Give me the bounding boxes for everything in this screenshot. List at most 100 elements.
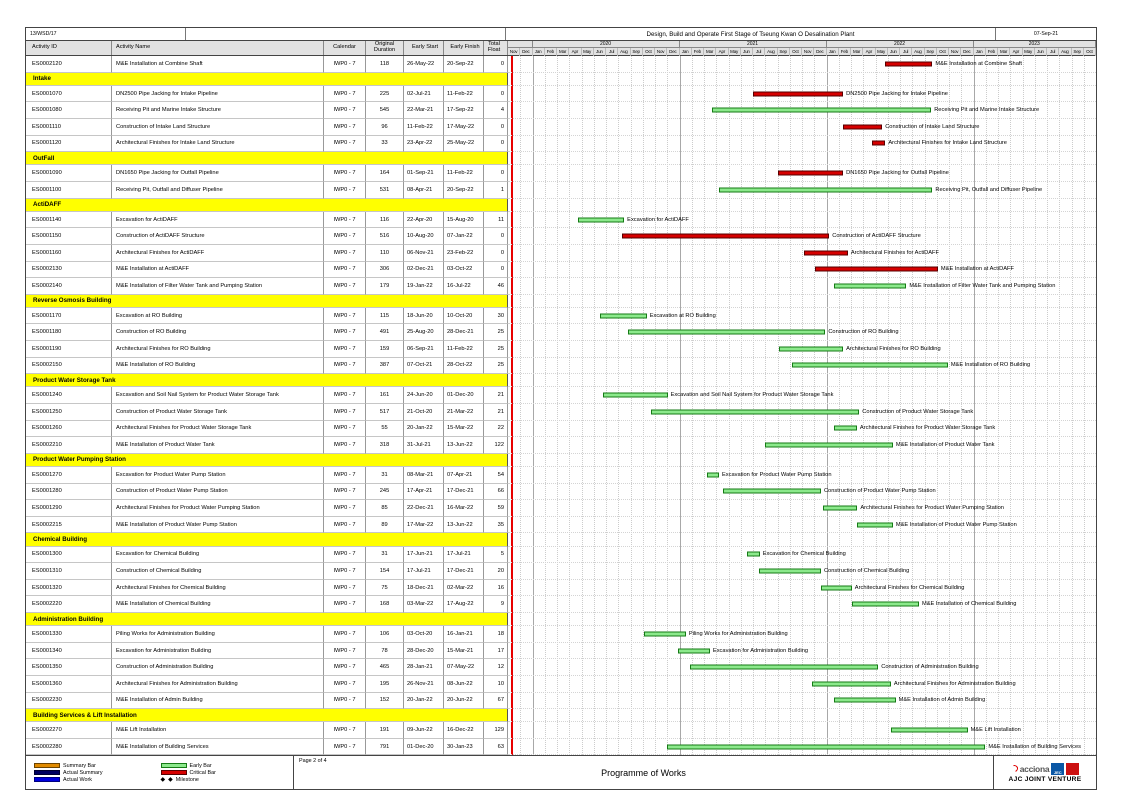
cell-calendar: IWP0 - 7: [324, 516, 366, 534]
col-header-original-duration: Original Duration: [366, 41, 404, 55]
gantt-bar-early: [779, 346, 844, 352]
cell-calendar: IWP0 - 7: [324, 738, 366, 755]
gantt-bar-early: [834, 425, 857, 431]
gantt-bar-critical: [842, 124, 883, 130]
table-row: ES0001310 Construction of Chemical Buildi…: [26, 563, 1096, 580]
grid-month-line: [569, 56, 571, 755]
cell-activity-id: ES0002220: [26, 596, 112, 613]
cell-activity-id: ES0001110: [26, 118, 112, 136]
timeline-month-label: Dec: [667, 48, 680, 56]
section-band-chart-area: [508, 295, 1096, 308]
cell-early-start: 18-Dec-21: [404, 579, 444, 597]
cell-calendar: IWP0 - 7: [324, 500, 366, 517]
gantt-bar-label: Receiving Pit and Marine Intake Structur…: [934, 107, 1040, 114]
gantt-bar-early: [577, 217, 625, 223]
gantt-row-chart: Excavation for Product Water Pump Statio…: [508, 467, 1096, 484]
grid-month-line: [912, 56, 914, 755]
grid-month-line: [826, 56, 828, 755]
legend-label: Summary Bar: [63, 762, 96, 769]
cell-calendar: IWP0 - 7: [324, 675, 366, 693]
timeline-month-label: Aug: [618, 48, 631, 56]
cell-original-duration: 491: [366, 324, 404, 342]
gantt-row-chart: Receiving Pit and Marine Intake Structur…: [508, 102, 1096, 119]
grid-month-line: [704, 56, 705, 755]
cell-calendar: IWP0 - 7: [324, 85, 366, 103]
cell-activity-name: Excavation at RO Building: [112, 307, 324, 325]
grid-month-line: [936, 56, 938, 755]
timeline-month-label: Dec: [814, 48, 827, 56]
table-row: ES0002215 M&E Installation of Product Wat…: [26, 516, 1096, 534]
cell-activity-name: Receiving Pit and Marine Intake Structur…: [112, 102, 324, 119]
cell-activity-name: M&E Installation of Admin Building: [112, 692, 324, 710]
grid-month-line: [887, 56, 889, 755]
cell-original-duration: 195: [366, 675, 404, 693]
cell-original-duration: 31: [366, 467, 404, 484]
section-band-label: ActiDAFF: [26, 198, 508, 212]
cell-early-start: 20-Jan-22: [404, 692, 444, 710]
gantt-bar-critical: [871, 140, 886, 146]
section-band-label: Product Water Storage Tank: [26, 374, 508, 388]
cell-activity-id: ES0001150: [26, 228, 112, 245]
timeline-month-label: Jun: [741, 48, 753, 56]
table-row-cells: ES0001090 DN1650 Pipe Jacking for Outfall…: [26, 165, 508, 182]
cell-original-duration: 531: [366, 181, 404, 199]
cell-total-float: 10: [484, 675, 508, 693]
timeline-month-label: Jan: [680, 48, 692, 56]
timeline-month-label: May: [1023, 48, 1035, 56]
timeline-month-label: Jun: [1035, 48, 1047, 56]
gantt-bar-label: Architectural Finishes for ActiDAFF: [850, 249, 940, 256]
grid-month-line: [998, 56, 999, 755]
cell-early-start: 25-Aug-20: [404, 324, 444, 342]
cell-total-float: 54: [484, 467, 508, 484]
gantt-bar-label: DN1650 Pipe Jacking for Outfall Pipeline: [846, 170, 949, 177]
cell-early-finish: 23-Feb-22: [444, 244, 484, 262]
cell-original-duration: 318: [366, 437, 404, 454]
table-row: ES0001330 Piling Works for Administration…: [26, 626, 1096, 643]
gantt-row-chart: M&E Installation of Product Water Tank: [508, 437, 1096, 454]
grid-month-line: [949, 56, 950, 755]
cell-early-finish: 11-Feb-22: [444, 165, 484, 182]
grid-month-line: [1083, 56, 1085, 755]
gantt-bar-early: [890, 727, 968, 733]
gantt-row-chart: DN1650 Pipe Jacking for Outfall Pipeline: [508, 165, 1096, 182]
gantt-bar-label: M&E Installation of RO Building: [950, 362, 1031, 369]
gantt-row-chart: Excavation for ActiDAFF: [508, 212, 1096, 229]
cell-original-duration: 78: [366, 642, 404, 660]
title-bar: 13/WSD/17 Design, Build and Operate Firs…: [26, 28, 1096, 41]
gantt-bar-label: Construction of RO Building: [828, 329, 899, 336]
gantt-row-chart: Receiving Pit, Outfall and Diffuser Pipe…: [508, 182, 1096, 199]
cell-calendar: IWP0 - 7: [324, 181, 366, 199]
gantt-bar-label: Architectural Finishes for Administratio…: [893, 680, 1016, 687]
cell-calendar: IWP0 - 7: [324, 420, 366, 438]
cell-total-float: 25: [484, 357, 508, 375]
project-title: Design, Build and Operate First Stage of…: [506, 28, 996, 40]
grid-month-line: [1071, 56, 1073, 755]
timeline-month-label: Sep: [631, 48, 643, 56]
red-logo-icon: [1066, 762, 1080, 775]
grid-month-line: [691, 56, 693, 755]
table-row: ES0001170 Excavation at RO Building IWP0 -…: [26, 307, 1096, 325]
grid-month-line: [777, 56, 779, 755]
cell-original-duration: 33: [366, 135, 404, 153]
table-row: ES0001360 Architectural Finishes for Admi…: [26, 675, 1096, 693]
section-band-row: Product Water Storage Tank: [26, 374, 1096, 388]
section-band-row: Building Services & Lift Installation: [26, 709, 1096, 723]
gantt-bar-early: [667, 744, 986, 750]
milestone-icon: ◆: [168, 776, 173, 783]
cell-early-finish: 16-Mar-22: [444, 500, 484, 517]
page-number: Page 2 of 4: [299, 758, 327, 764]
gantt-bar-early: [792, 362, 948, 368]
legend-item: Summary Bar: [34, 763, 159, 769]
gantt-bar-early: [600, 313, 647, 319]
cell-activity-name: Construction of RO Building: [112, 324, 324, 342]
table-row: ES0002130 M&E Installation at ActiDAFF IWP…: [26, 261, 1096, 279]
timeline-month-label: Jan: [533, 48, 545, 56]
cell-original-duration: 31: [366, 546, 404, 564]
cell-early-start: 01-Sep-21: [404, 165, 444, 182]
cell-activity-name: Excavation and Soil Nail System for Prod…: [112, 387, 324, 405]
timeline-month-label: Apr: [1010, 48, 1023, 56]
cell-activity-name: Receiving Pit, Outfall and Diffuser Pipe…: [112, 181, 324, 199]
table-row: ES0001180 Construction of RO Building IWP0…: [26, 324, 1096, 342]
cell-original-duration: 89: [366, 516, 404, 534]
table-row-cells: ES0001330 Piling Works for Administration…: [26, 626, 508, 643]
